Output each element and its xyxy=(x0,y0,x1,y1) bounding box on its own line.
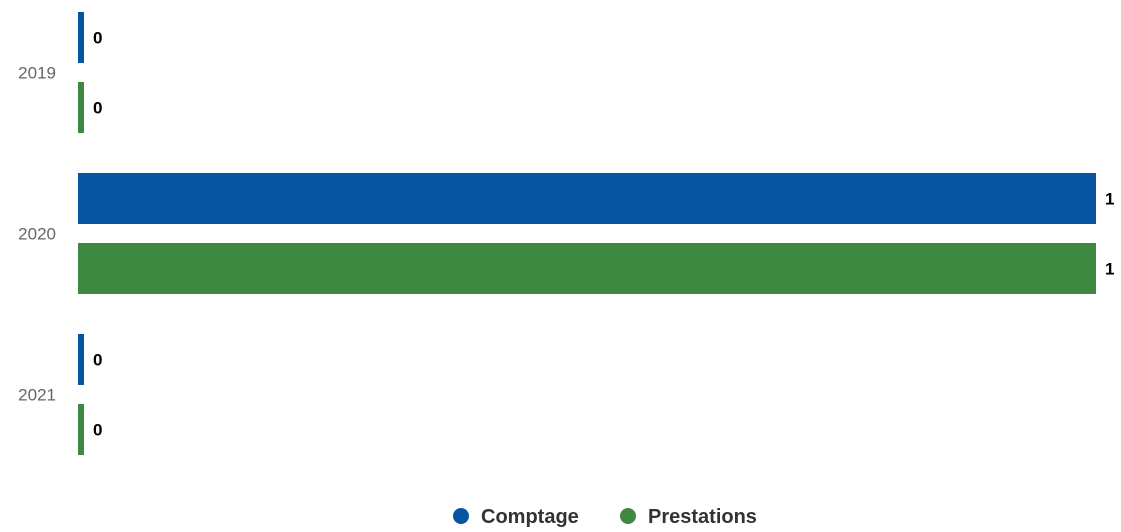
bars xyxy=(78,12,1096,455)
data-label-prestations-2020: 1 xyxy=(1105,260,1114,279)
data-label-comptage-2019: 0 xyxy=(93,29,102,48)
legend-item-prestations[interactable]: Prestations xyxy=(620,506,757,528)
category-label-2020: 2020 xyxy=(18,225,56,244)
bar-comptage-2019 xyxy=(78,12,84,63)
bar-prestations-2021 xyxy=(78,404,84,455)
category-label-2019: 2019 xyxy=(18,64,56,83)
legend: Comptage Prestations xyxy=(453,506,757,528)
legend-marker-prestations xyxy=(620,508,636,524)
bar-prestations-2020 xyxy=(78,243,1096,294)
data-labels: 0 0 1 1 0 0 xyxy=(93,29,1114,440)
category-labels: 2019 2020 2021 xyxy=(18,64,56,405)
data-label-comptage-2021: 0 xyxy=(93,351,102,370)
bar-comptage-2021 xyxy=(78,334,84,385)
legend-label-comptage: Comptage xyxy=(481,506,579,528)
data-label-prestations-2021: 0 xyxy=(93,421,102,440)
data-label-prestations-2019: 0 xyxy=(93,99,102,118)
bar-prestations-2019 xyxy=(78,82,84,133)
bar-comptage-2020 xyxy=(78,173,1096,224)
category-label-2021: 2021 xyxy=(18,386,56,405)
legend-marker-comptage xyxy=(453,508,469,524)
data-label-comptage-2020: 1 xyxy=(1105,190,1114,209)
legend-label-prestations: Prestations xyxy=(648,506,757,528)
legend-item-comptage[interactable]: Comptage xyxy=(453,506,579,528)
